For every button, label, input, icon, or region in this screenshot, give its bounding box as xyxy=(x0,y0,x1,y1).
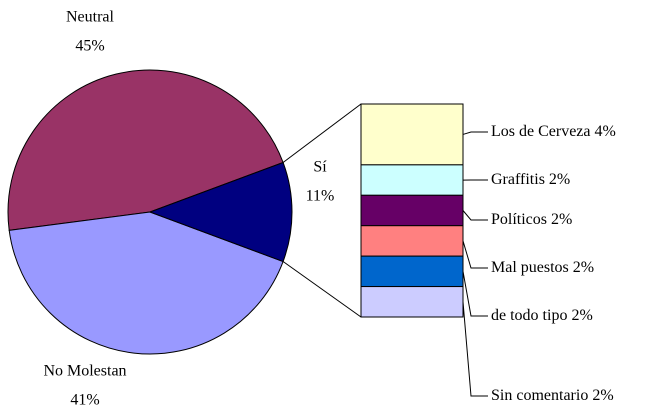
bar-label-name: de todo tipo xyxy=(491,307,567,324)
slice-value-label: 11% xyxy=(306,188,335,205)
slice-label: Neutral xyxy=(66,9,115,26)
bar-label: Los de Cerveza 4% xyxy=(491,123,616,140)
bar-label-name: Graffitis xyxy=(491,171,545,188)
slice-value-label: 45% xyxy=(75,38,104,55)
leader-line xyxy=(462,240,488,269)
bar-label-value: 2% xyxy=(573,259,594,276)
bar-label-name: Mal puestos xyxy=(491,259,569,276)
pie-slice xyxy=(148,161,293,263)
leader-line xyxy=(462,131,488,135)
bar-label-name: Los de Cerveza xyxy=(491,123,591,140)
bar-label-value: 4% xyxy=(595,123,616,140)
pie-slice xyxy=(8,211,284,355)
bar-label-name: Políticos xyxy=(491,211,547,228)
bar-label-name: Sin comentario xyxy=(491,387,588,404)
leader-line xyxy=(462,301,488,397)
connector-line xyxy=(282,103,362,163)
bar-label: de todo tipo 2% xyxy=(491,307,593,324)
bar-segment xyxy=(360,225,464,257)
bar-label: Políticos 2% xyxy=(491,211,572,228)
leader-line xyxy=(462,210,488,221)
bar-label-value: 2% xyxy=(592,387,613,404)
bar-segment xyxy=(360,286,464,318)
bar-label-value: 2% xyxy=(549,171,570,188)
bar-label: Sin comentario 2% xyxy=(491,387,614,404)
slice-value-label: 41% xyxy=(70,392,99,409)
bar-label: Graffitis 2% xyxy=(491,171,570,188)
bar-label-value: 2% xyxy=(551,211,572,228)
leader-line xyxy=(462,271,488,317)
bar-segment xyxy=(360,164,464,196)
connector-line xyxy=(282,261,362,318)
bar-label: Mal puestos 2% xyxy=(491,259,594,276)
bar-segment xyxy=(360,255,464,288)
pie-slice xyxy=(7,69,284,231)
slice-label: No Molestan xyxy=(43,363,126,380)
slice-label: Sí xyxy=(313,159,327,176)
bar-segment xyxy=(360,103,464,166)
bar-segment xyxy=(360,194,464,227)
bar-label-value: 2% xyxy=(571,307,592,324)
